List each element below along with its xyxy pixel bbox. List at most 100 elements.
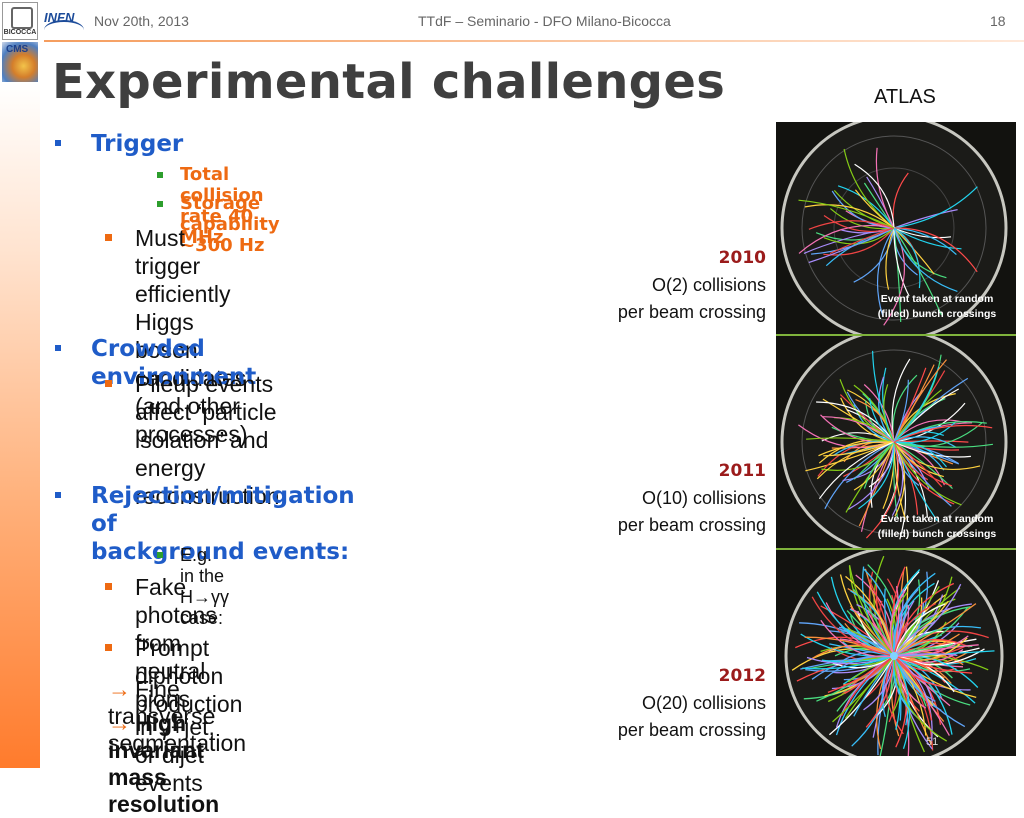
collisions-text: O(2) collisions (651, 275, 766, 295)
caption-line: (filled) bunch crossings (877, 308, 997, 320)
particle-track (802, 655, 895, 670)
particle-track (839, 379, 895, 443)
year-2011-label: 2011 O(10) collisions per beam crossing (618, 458, 766, 539)
particle-track (806, 437, 895, 443)
particle-track (818, 441, 895, 500)
particle-track (811, 644, 895, 660)
collisions-text: O(10) collisions (641, 488, 766, 508)
particle-track (808, 220, 895, 230)
event-display-svg (780, 122, 1008, 334)
particle-track (832, 655, 895, 723)
bullet-storage: Storage capability ~300 Hz (157, 193, 280, 256)
particle-track (847, 441, 895, 510)
particle-track (893, 227, 943, 316)
particle-track (893, 602, 937, 657)
particle-track (828, 630, 895, 657)
arrow-icon: → (108, 676, 131, 702)
particle-track (893, 227, 952, 239)
bullet-square-icon (105, 380, 112, 387)
bullet-text: Crowded environment (91, 336, 257, 390)
bullet-line: Pileup events affect ‘particle (135, 371, 277, 425)
particle-track (893, 227, 978, 273)
caption-line: Event taken at random (880, 513, 994, 525)
particle-track (883, 227, 905, 326)
collisions-text: O(20) collisions (641, 693, 766, 713)
bullet-text: Prompt diphoton production (135, 635, 243, 717)
particle-track (893, 227, 958, 292)
atlas-label: ATLAS (874, 86, 936, 108)
bullet-rejection: Rejection/mitigation of background event… (55, 482, 355, 566)
bullet-prompt: Prompt diphoton production (105, 634, 243, 718)
particle-track (858, 441, 895, 510)
particle-track (875, 147, 895, 229)
bullet-line: isolation’ and energy (135, 427, 269, 481)
particle-track (818, 441, 895, 457)
bullet-line: background events: (91, 539, 350, 565)
particle-track (853, 227, 895, 283)
bullet-square-icon (157, 552, 163, 558)
arrow-icon: → (108, 710, 131, 736)
particle-track (816, 401, 895, 443)
particle-track (893, 441, 906, 540)
particle-track (854, 189, 895, 229)
particle-track (798, 225, 895, 254)
particle-track (893, 655, 933, 741)
bullet-square-icon (105, 234, 112, 241)
particle-track (811, 596, 895, 657)
particle-track (893, 359, 947, 443)
bullet-total-rate: Total collision rate 40 MHz (157, 164, 264, 248)
particle-track (893, 655, 955, 693)
particle-track (854, 163, 895, 229)
particle-track (893, 441, 944, 478)
page-number: 18 (990, 13, 1006, 29)
particle-track (893, 227, 957, 256)
particle-track (876, 227, 895, 316)
event-display-2011: Event taken at random (filled) bunch cro… (776, 336, 1016, 548)
particle-track (893, 379, 909, 443)
particle-track (816, 441, 895, 480)
header-center: TTdF – Seminario - DFO Milano-Bicocca (418, 13, 671, 29)
panel-caption: Event taken at random (filled) bunch cro… (862, 512, 1012, 542)
event-display-svg (780, 336, 1008, 548)
infn-logo: INFN (44, 10, 84, 32)
particle-track (798, 424, 895, 449)
particle-track (830, 208, 895, 230)
particle-track (893, 583, 962, 657)
year-2010-label: 2010 O(2) collisions per beam crossing (618, 245, 766, 326)
bullet-example: E.g. in the H→γγ case: (157, 545, 229, 629)
event-display-2012: 51 (776, 550, 1016, 756)
bullet-line: Must trigger efficiently Higgs (135, 225, 231, 335)
particle-track (893, 655, 942, 687)
bullet-line: processes) (135, 421, 248, 447)
cms-logo: CMS (2, 42, 38, 82)
particle-track (893, 606, 969, 657)
slide-title: Experimental challenges (52, 54, 726, 110)
particle-track (804, 636, 895, 657)
year-text: 2012 (718, 666, 766, 686)
bullet-square-icon (157, 172, 163, 178)
particle-track (824, 441, 895, 510)
particle-track (893, 441, 993, 448)
particle-track (893, 227, 921, 289)
particle-track (841, 655, 895, 716)
particle-track (848, 564, 895, 657)
bullet-must-trigger: Must trigger efficiently Higgs boson can… (105, 224, 248, 448)
bullet-square-icon (55, 140, 61, 146)
particle-track (883, 384, 895, 443)
header-date: Nov 20th, 2013 (94, 13, 189, 29)
bullet-line: boson candidates (and other (135, 337, 247, 419)
crossing-text: per beam crossing (617, 302, 766, 322)
particle-track (893, 441, 981, 470)
crossing-text: per beam crossing (617, 720, 766, 740)
particle-track (845, 441, 895, 513)
bullet-text: E.g. in the H (180, 545, 225, 607)
particle-track (863, 441, 895, 489)
particle-track (865, 441, 900, 539)
caption-line: Event taken at random (880, 293, 994, 305)
bullet-text: Storage capability ~300 Hz (180, 193, 280, 256)
bicocca-logo: BICOCCA (2, 2, 38, 40)
particle-track (893, 366, 940, 443)
bullet-crowded: Crowded environment (55, 335, 257, 391)
crossing-text: per beam crossing (617, 515, 766, 535)
arrow-icon: → (193, 587, 211, 607)
